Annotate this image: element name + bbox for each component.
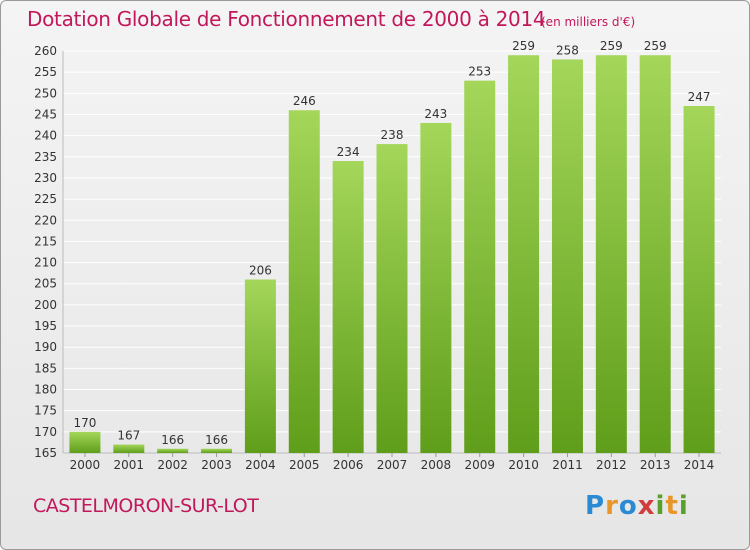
x-tick-label: 2008 bbox=[421, 458, 452, 472]
bar-2007 bbox=[376, 144, 408, 454]
value-label: 170 bbox=[73, 416, 96, 430]
y-tick-label: 245 bbox=[34, 107, 57, 121]
x-tick-label: 2009 bbox=[464, 458, 495, 472]
x-tick-label: 2003 bbox=[201, 458, 232, 472]
y-tick-label: 190 bbox=[34, 340, 57, 354]
value-label: 206 bbox=[249, 264, 272, 278]
x-tick-label: 2010 bbox=[508, 458, 539, 472]
location-name: CASTELMORON-SUR-LOT bbox=[33, 495, 259, 517]
x-tick-label: 2000 bbox=[70, 458, 101, 472]
value-label: 238 bbox=[381, 128, 404, 142]
y-tick-label: 180 bbox=[34, 383, 57, 397]
y-tick-label: 165 bbox=[34, 446, 57, 460]
bar-2006 bbox=[332, 161, 364, 453]
y-tick-label: 225 bbox=[34, 192, 57, 206]
proxiti-logo: Proxiti bbox=[585, 491, 689, 521]
y-tick-label: 215 bbox=[34, 234, 57, 248]
bar-2012 bbox=[595, 55, 627, 454]
x-tick-label: 2007 bbox=[377, 458, 408, 472]
value-label: 243 bbox=[424, 107, 447, 121]
bar-2004 bbox=[244, 279, 276, 453]
x-tick-label: 2012 bbox=[596, 458, 627, 472]
bar-2000 bbox=[69, 431, 101, 453]
chart-title: Dotation Globale de Fonctionnement de 20… bbox=[27, 7, 546, 31]
bar-2009 bbox=[464, 80, 496, 453]
y-tick-label: 175 bbox=[34, 404, 57, 418]
value-label: 234 bbox=[337, 145, 360, 159]
y-tick-label: 210 bbox=[34, 256, 57, 270]
x-tick-label: 2005 bbox=[289, 458, 320, 472]
value-label: 166 bbox=[161, 433, 184, 447]
y-tick-label: 250 bbox=[34, 86, 57, 100]
value-label: 246 bbox=[293, 94, 316, 108]
value-label: 247 bbox=[688, 90, 711, 104]
y-tick-label: 170 bbox=[34, 425, 57, 439]
y-tick-label: 235 bbox=[34, 150, 57, 164]
x-tick-label: 2002 bbox=[157, 458, 188, 472]
y-tick-label: 260 bbox=[34, 44, 57, 58]
x-tick-label: 2001 bbox=[114, 458, 145, 472]
bars: 170 167 166 166 206 246 234 238 243 253 259 258 259 2… bbox=[69, 39, 715, 454]
bar-2002 bbox=[157, 448, 189, 453]
bar-2008 bbox=[420, 122, 452, 454]
bar-2014 bbox=[683, 106, 715, 453]
bar-2011 bbox=[551, 59, 583, 453]
bar-2001 bbox=[113, 444, 145, 453]
value-label: 253 bbox=[468, 65, 491, 79]
y-tick-label: 200 bbox=[34, 298, 57, 312]
y-tick-label: 255 bbox=[34, 65, 57, 79]
value-label: 258 bbox=[556, 43, 579, 57]
y-tick-label: 230 bbox=[34, 171, 57, 185]
x-axis: 2000 2001 2002 2003 2004 2005 2006 2007 2008 2009… bbox=[70, 453, 715, 472]
y-tick-label: 185 bbox=[34, 361, 57, 375]
y-tick-label: 195 bbox=[34, 319, 57, 333]
x-tick-label: 2006 bbox=[333, 458, 364, 472]
bar-2013 bbox=[639, 55, 671, 454]
value-label: 259 bbox=[600, 39, 623, 53]
x-tick-label: 2013 bbox=[640, 458, 671, 472]
x-tick-label: 2014 bbox=[684, 458, 715, 472]
y-tick-label: 205 bbox=[34, 277, 57, 291]
bar-2003 bbox=[201, 448, 233, 453]
x-tick-label: 2004 bbox=[245, 458, 276, 472]
value-label: 167 bbox=[117, 429, 140, 443]
x-tick-label: 2011 bbox=[552, 458, 583, 472]
y-tick-label: 240 bbox=[34, 129, 57, 143]
bar-2005 bbox=[288, 110, 320, 454]
value-label: 259 bbox=[644, 39, 667, 53]
bar-2010 bbox=[508, 55, 540, 454]
chart-unit-label: (en milliers d'€) bbox=[541, 15, 636, 29]
y-tick-label: 220 bbox=[34, 213, 57, 227]
value-label: 259 bbox=[512, 39, 535, 53]
value-label: 166 bbox=[205, 433, 228, 447]
